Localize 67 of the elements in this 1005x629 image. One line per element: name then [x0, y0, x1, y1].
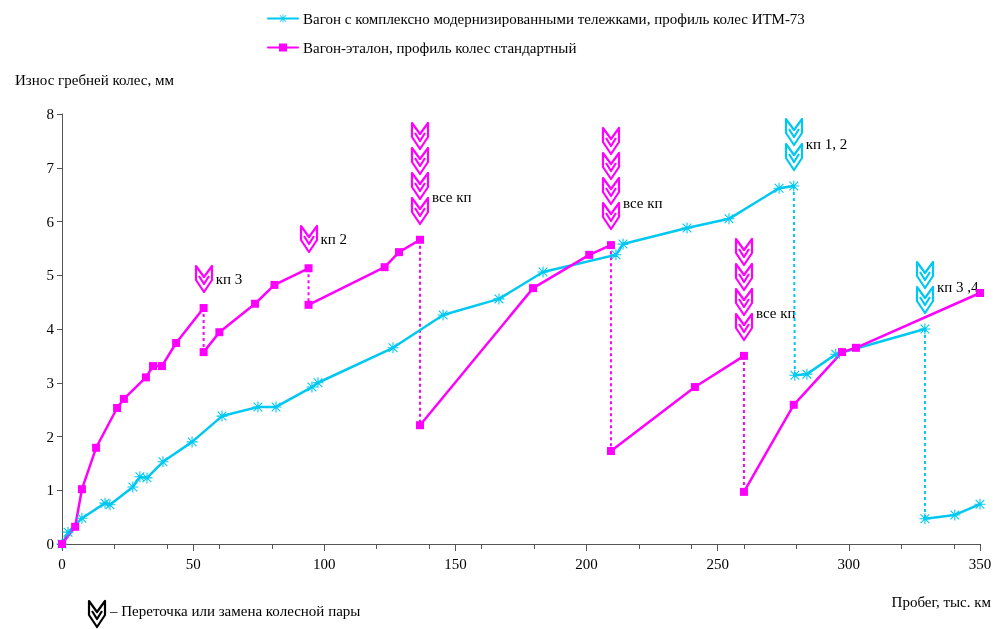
annotation: все кп [432, 189, 472, 206]
y-tick-label: 2 [46, 428, 54, 445]
point [739, 351, 748, 360]
point [113, 404, 122, 413]
point [416, 421, 425, 430]
point [416, 235, 425, 244]
point [681, 222, 693, 234]
point [739, 487, 748, 496]
x-tick-label: 150 [444, 555, 467, 572]
point [606, 241, 615, 250]
point [92, 443, 101, 452]
annotation: все кп [755, 305, 796, 322]
y-tick-label: 6 [46, 213, 55, 230]
point [157, 456, 169, 468]
point [690, 383, 699, 392]
legend-label: Вагон-эталон, профиль колес стандартный [303, 39, 577, 56]
y-tick-label: 3 [46, 374, 54, 391]
y-tick-label: 1 [46, 482, 54, 499]
point [789, 400, 798, 409]
point [395, 248, 404, 257]
text: – Переточка или замена колесной пары [109, 602, 361, 619]
point [788, 180, 800, 192]
point [974, 498, 986, 510]
y-tick-label: 5 [46, 267, 54, 284]
legend-label: Вагон с комплексно модернизированными тележками, профиль колес ИТМ-73 [303, 10, 805, 27]
point [141, 373, 150, 382]
point [529, 284, 538, 293]
point [976, 288, 984, 297]
point [215, 328, 224, 337]
point [304, 264, 313, 273]
y-axis-title: Износ гребней колес, мм [15, 71, 175, 88]
point [104, 499, 116, 511]
point [251, 299, 260, 308]
point [149, 362, 158, 371]
x-tick-label: 50 [185, 555, 201, 572]
point [380, 263, 389, 272]
point [851, 343, 860, 352]
point [119, 394, 128, 403]
y-tick-label: 0 [46, 536, 54, 552]
annotation: все кп [622, 194, 663, 211]
point [172, 338, 181, 347]
annotation: кп 1, 2 [805, 136, 848, 153]
y-tick-label: 8 [46, 106, 54, 122]
point [270, 280, 279, 289]
point [537, 266, 549, 278]
point [199, 304, 208, 313]
annotation: кп 2 [320, 230, 348, 247]
point [71, 522, 80, 531]
point [312, 377, 324, 389]
annotation: кп 3 [215, 270, 243, 287]
point [585, 250, 594, 259]
point [157, 362, 166, 371]
x-tick-label: 0 [58, 555, 66, 572]
x-tick-label: 300 [837, 555, 861, 572]
point [304, 300, 313, 309]
x-tick-label: 200 [575, 555, 598, 572]
point [77, 485, 86, 494]
x-tick-label: 250 [706, 555, 729, 572]
point [306, 381, 318, 393]
y-tick-label: 7 [46, 159, 55, 176]
y-tick-label: 4 [46, 321, 55, 337]
point [199, 348, 208, 357]
point [606, 447, 615, 456]
point [838, 348, 847, 357]
x-tick-label: 350 [968, 555, 992, 572]
x-tick-label: 100 [313, 555, 336, 572]
x-axis-title: Пробег, тыс. км [891, 593, 992, 610]
